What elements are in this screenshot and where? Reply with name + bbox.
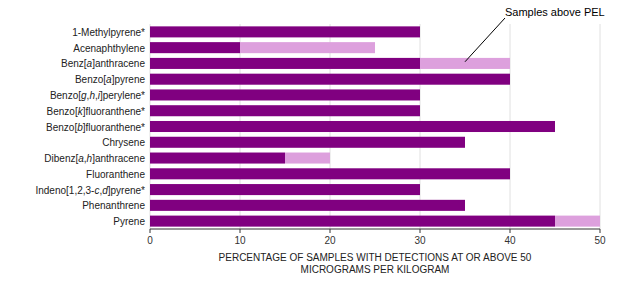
axis-label: MICROGRAMS PER KILOGRAM [301,264,450,275]
bar [285,153,330,164]
tick-label: Chrysene [102,137,145,148]
bar [420,58,510,69]
bar [150,121,555,132]
bar [150,168,510,179]
tick-label: Benzo[k]fluoranthene* [47,105,146,116]
tick-label: 30 [414,235,426,246]
tick-label: Acenaphthylene [73,42,145,53]
bar [150,89,420,100]
tick-label: 40 [504,235,516,246]
bar [465,200,466,211]
tick-label: Benzo[g,h,i]perylene* [50,89,145,100]
bar [420,184,421,195]
bar [150,58,420,69]
x-axis: 0 10 20 30 40 50 [147,229,606,246]
bar [510,74,511,85]
tick-label: 50 [594,235,606,246]
tick-label: Benzo[a]pyrene [75,74,145,85]
tick-label: 10 [234,235,246,246]
y-axis: 1-Methylpyrene* Acenaphthylene Benz[a]anth… [35,26,145,226]
bar [150,200,465,211]
tick-label: Benz[a]anthracene [61,58,145,69]
bar [150,184,420,195]
grid [150,24,600,229]
tick-label: 0 [147,235,153,246]
tick-label: Dibenz[a,h]anthracene [44,153,145,164]
axis-label: PERCENTAGE OF SAMPLES WITH DETECTIONS AT… [219,252,532,263]
annotation: Samples above PEL [505,6,605,18]
axis-line [150,229,600,230]
tick-label: Benzo[b]fluoranthene* [46,121,145,132]
tick-mark [420,229,421,233]
tick-label: Fluoranthene [86,168,145,179]
tick-label: Phenanthrene [82,200,145,211]
grid-line [600,24,601,229]
bar [420,105,421,116]
tick-label: Pyrene [113,216,145,227]
bar [420,89,421,100]
tick-label: Indeno[1,2,3-c,d]pyrene* [35,184,145,195]
tick-mark [330,229,331,233]
tick-label: 20 [324,235,336,246]
bar [150,26,420,37]
bar [420,26,421,37]
bar [555,216,600,227]
bar [150,153,285,164]
tick-mark [510,229,511,233]
bar [150,216,555,227]
tick-label: 1-Methylpyrene* [72,26,145,37]
bar [150,74,510,85]
bar [555,121,556,132]
bar [510,168,511,179]
tick-mark [150,229,151,233]
bars [150,26,600,226]
tick-mark [600,229,601,233]
bar [150,137,465,148]
tick-mark [240,229,241,233]
annotation-line [465,18,505,62]
bar [150,42,240,53]
bar [465,137,466,148]
bar [150,105,420,116]
bar [240,42,375,53]
chart: 0 10 20 30 40 50 PERCENTAGE OF SAMPLES WITH DE… [0,0,640,281]
